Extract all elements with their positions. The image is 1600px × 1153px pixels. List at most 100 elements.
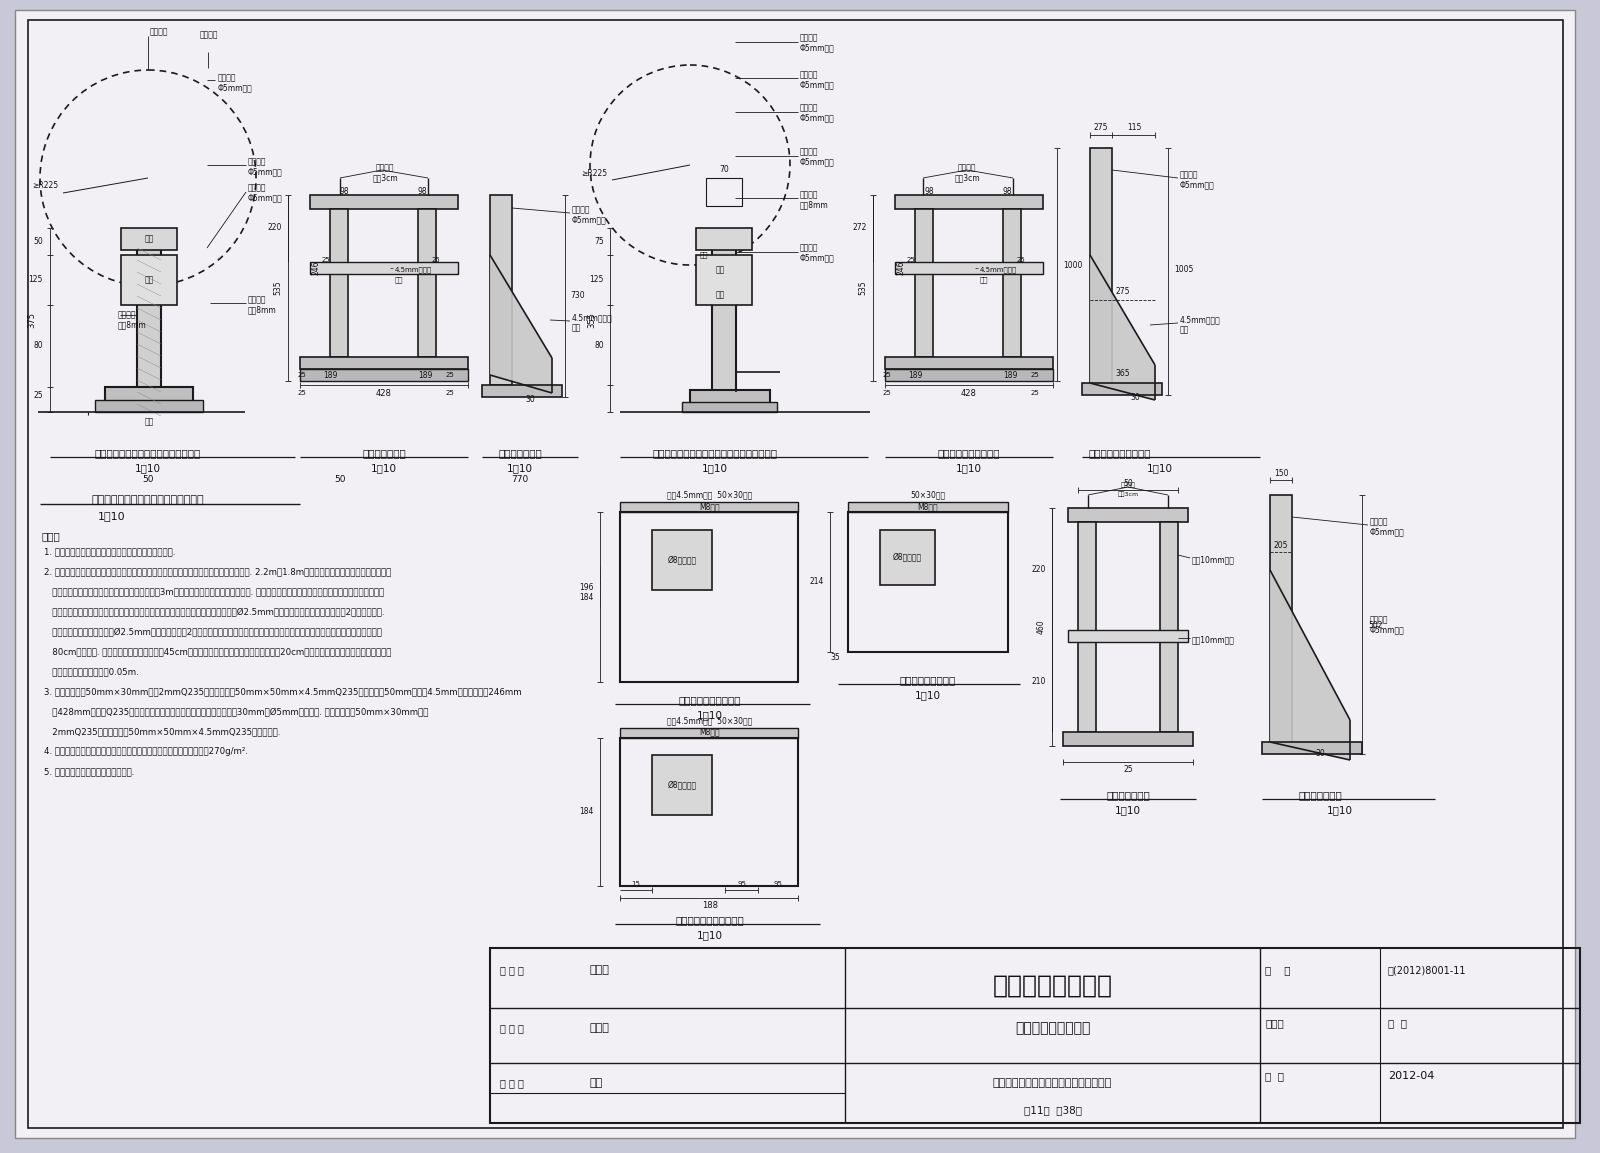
Text: 25: 25 [298,390,306,395]
Text: 25: 25 [1123,766,1133,775]
Bar [621,502,798,512]
Text: 加密支架侧视图: 加密支架侧视图 [1298,790,1342,800]
Text: 立柱支架正视图: 立柱支架正视图 [362,449,406,458]
Text: Ø8钢筋骨架: Ø8钢筋骨架 [667,781,696,790]
Text: 铁路线路防护栅栏: 铁路线路防护栅栏 [992,974,1112,998]
Text: 1000: 1000 [1062,261,1082,270]
Bar [880,530,934,585]
Text: 2. 新建铁路防护栅栏安装刺丝滚笼时，刺丝滚笼与防护栅栏连接采用纵向拉筋和支架连接. 2.2m和1.8m钢筋混凝土防护栅栏安装完成后，用抱: 2. 新建铁路防护栅栏安装刺丝滚笼时，刺丝滚笼与防护栅栏连接采用纵向拉筋和支架连… [45,567,392,576]
Text: 说明：: 说明： [42,532,61,541]
Text: 焊接挂角: 焊接挂角 [218,74,237,83]
Text: 770: 770 [512,475,528,484]
Text: 4.5mm厚钢板: 4.5mm厚钢板 [979,266,1018,273]
Bar [301,357,467,369]
Text: 新建铁路防护栅栏安装刺丝滚笼侧面图示: 新建铁路防护栅栏安装刺丝滚笼侧面图示 [994,1078,1112,1088]
Text: 支架抱箍: 支架抱箍 [118,310,136,319]
Bar [621,738,798,886]
Text: 50×30矩管: 50×30矩管 [910,490,946,499]
Bar [122,228,178,250]
Text: Φ5mm钢筋: Φ5mm钢筋 [800,254,835,263]
Text: Φ5mm钢筋: Φ5mm钢筋 [573,216,606,225]
Text: 4.5mm厚钢板: 4.5mm厚钢板 [1181,316,1221,324]
Text: 5. 本图尺寸单位除注明者外以毫米计.: 5. 本图尺寸单位除注明者外以毫米计. [45,768,134,776]
Bar [712,248,736,408]
Bar [885,369,1053,380]
Text: 柱帽: 柱帽 [715,265,725,274]
Text: 502: 502 [1368,620,1382,630]
Text: 纵向拉筋: 纵向拉筋 [200,30,219,39]
Text: 冯云峰: 冯云峰 [590,965,610,975]
Text: 钢筋混凝土防护栅栏: 钢筋混凝土防护栅栏 [1014,1022,1090,1035]
Text: 25: 25 [883,372,891,378]
Polygon shape [1090,255,1155,400]
Text: 厚度4.5mm钢板  50×30矩管: 厚度4.5mm钢板 50×30矩管 [667,490,752,499]
Text: 70: 70 [718,166,730,174]
Text: 立柱支架侧视图: 立柱支架侧视图 [498,449,542,458]
Text: 184: 184 [579,807,594,816]
Text: 焊接挂角: 焊接挂角 [800,70,819,80]
Text: 上楣: 上楣 [144,276,154,285]
Text: 刺丝滚笼采用刺丝连接卡或Ø2.5mm镀锌冷拔钢丝绕2圈拧紧固定于纵向拉筋上，上下纵向拉筋处间隔固定，同一直线方向刺丝滚笼每间隔: 刺丝滚笼采用刺丝连接卡或Ø2.5mm镀锌冷拔钢丝绕2圈拧紧固定于纵向拉筋上，上下… [45,627,382,636]
Bar [1078,522,1096,732]
Text: 长度3cm: 长度3cm [954,173,979,182]
Text: 460: 460 [1037,619,1046,634]
Text: 189: 189 [907,370,922,379]
Text: 98: 98 [418,187,427,196]
Text: M8螺母: M8螺母 [699,728,720,737]
Text: 焊接挂角: 焊接挂角 [800,104,819,113]
Text: 275: 275 [1094,123,1109,133]
Text: Φ5mm钢筋: Φ5mm钢筋 [800,158,835,166]
Text: 1：10: 1：10 [371,464,397,473]
Text: 25: 25 [34,392,43,400]
Text: 第11张  共38张: 第11张 共38张 [1024,1105,1082,1115]
Text: 焊接挂钩: 焊接挂钩 [376,164,394,173]
Bar [848,512,1008,651]
Text: 184: 184 [579,593,594,602]
Text: 375: 375 [27,312,35,327]
Bar [1069,508,1187,522]
Text: 50: 50 [1123,480,1133,489]
Text: 藏(2012)8001-11: 藏(2012)8001-11 [1389,965,1467,975]
Text: 25: 25 [446,372,454,378]
Text: Ø8钢筋骨架: Ø8钢筋骨架 [893,552,922,562]
Text: 189: 189 [418,370,432,379]
Text: 1：10: 1：10 [507,464,533,473]
Text: M8螺母: M8螺母 [918,503,938,512]
Text: 80cm固定一次. 刺丝滚笼安装后圆径不小于45cm，刺丝连接卡连接点间距在同一直线上为20cm，刺丝滚笼安装后下缘距离钢筋混凝土: 80cm固定一次. 刺丝滚笼安装后圆径不小于45cm，刺丝连接卡连接点间距在同一… [45,648,392,656]
Text: 150: 150 [1274,468,1288,477]
Text: 220: 220 [267,224,282,233]
Text: 246: 246 [312,261,320,276]
Bar [653,755,712,815]
Text: 焊接挂角: 焊接挂角 [1181,171,1198,180]
Text: ≥R225: ≥R225 [32,181,58,190]
Text: 薄排: 薄排 [573,324,581,332]
Text: Φ5mm钢筋: Φ5mm钢筋 [800,81,835,90]
Text: 1：10: 1：10 [698,710,723,719]
Text: 刺丝滚笼: 刺丝滚笼 [150,28,168,37]
Text: 95: 95 [773,881,782,887]
Text: Ø8钢筋骨架: Ø8钢筋骨架 [667,556,696,565]
Text: 焊接挂角: 焊接挂角 [248,158,267,166]
Text: 防护栅栏上缘垂直距离为0.05m.: 防护栅栏上缘垂直距离为0.05m. [45,668,139,677]
Text: 1. 本图为新建铁路防护栅栏上部安装刺丝滚笼侧面图示.: 1. 本图为新建铁路防护栅栏上部安装刺丝滚笼侧面图示. [45,548,176,557]
Polygon shape [1270,570,1350,760]
Bar [1160,522,1178,732]
Text: Φ5mm钢筋: Φ5mm钢筋 [248,194,283,203]
Text: 薄排: 薄排 [395,277,403,284]
Text: 加密支架正视图: 加密支架正视图 [1106,790,1150,800]
Text: Φ5mm钢筋: Φ5mm钢筋 [1370,625,1405,634]
Bar [621,512,798,683]
Bar [330,209,349,357]
Text: 125: 125 [590,276,605,285]
Text: 25: 25 [883,390,891,395]
Text: 35: 35 [830,653,840,662]
Bar [1062,732,1194,746]
Text: 焊接挂角: 焊接挂角 [1370,616,1389,625]
Bar [706,178,742,206]
Bar [682,402,778,412]
Text: 189: 189 [1003,370,1018,379]
Text: 25: 25 [446,390,454,395]
Text: 1：10: 1：10 [134,464,162,473]
Polygon shape [490,255,552,393]
Bar [1069,630,1187,642]
